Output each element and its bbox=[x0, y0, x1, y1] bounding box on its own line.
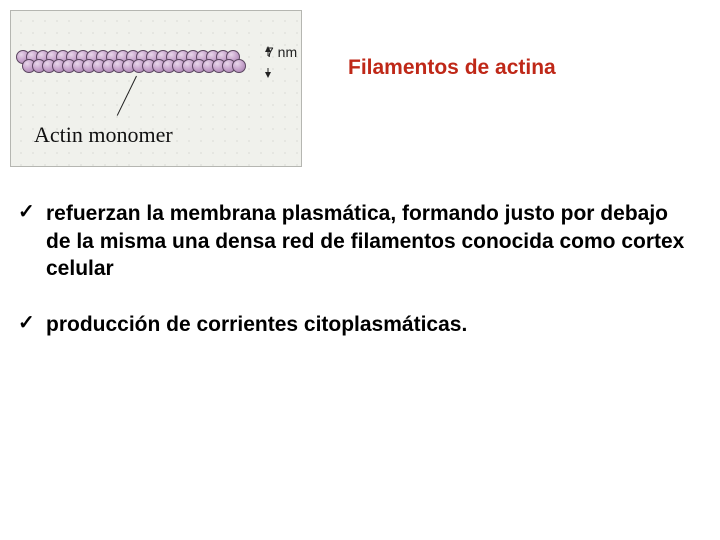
list-item: ✓ refuerzan la membrana plasmática, form… bbox=[18, 200, 696, 283]
actin-figure: 7 nm Actin monomer bbox=[10, 10, 300, 165]
filament-row bbox=[22, 59, 242, 78]
check-icon: ✓ bbox=[18, 202, 38, 222]
check-icon: ✓ bbox=[18, 313, 38, 333]
slide: 7 nm Actin monomer Filamentos de actina … bbox=[0, 0, 720, 540]
list-item: ✓ producción de corrientes citoplasmátic… bbox=[18, 311, 696, 339]
bullet-list: ✓ refuerzan la membrana plasmática, form… bbox=[18, 200, 696, 367]
slide-title: Filamentos de actina bbox=[348, 56, 556, 80]
bullet-text: refuerzan la membrana plasmática, forman… bbox=[46, 202, 684, 280]
actin-filament bbox=[16, 50, 256, 76]
monomer-label: Actin monomer bbox=[34, 122, 173, 148]
actin-monomer bbox=[232, 59, 246, 73]
bullet-text: producción de corrientes citoplasmáticas… bbox=[46, 313, 467, 336]
dimension-label: 7 nm bbox=[266, 44, 297, 60]
